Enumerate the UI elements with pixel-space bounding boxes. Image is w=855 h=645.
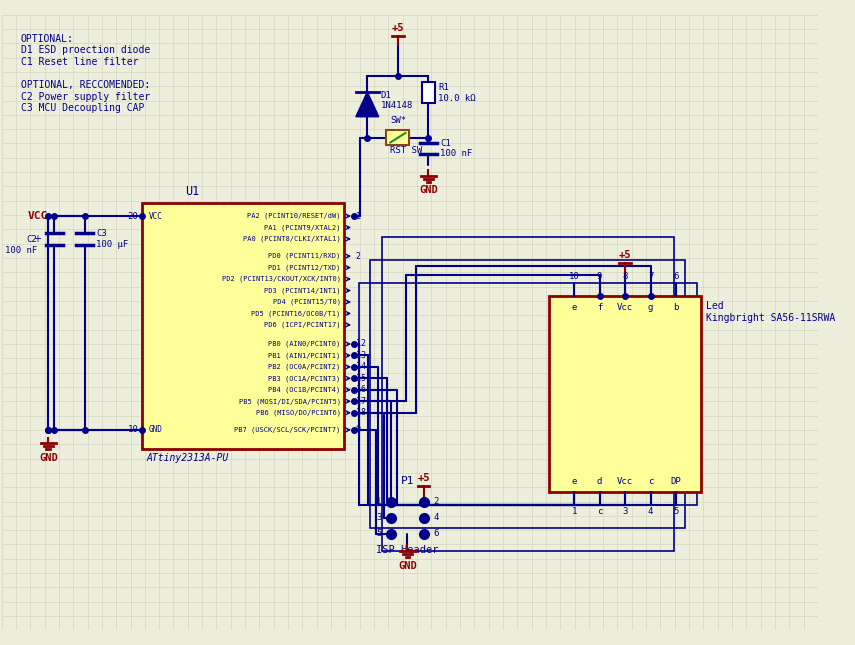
Text: D1
1N4148: D1 1N4148 <box>380 91 413 110</box>
Text: 16: 16 <box>356 385 366 394</box>
Text: g: g <box>648 303 653 312</box>
Text: PB7 (USCK/SCL/SCK/PCINT7): PB7 (USCK/SCL/SCK/PCINT7) <box>234 426 340 433</box>
Text: PA2 (PCINT10/RESET/dW): PA2 (PCINT10/RESET/dW) <box>247 213 340 219</box>
Text: PB2 (OC0A/PCINT2): PB2 (OC0A/PCINT2) <box>268 364 340 370</box>
Text: 10: 10 <box>569 272 580 281</box>
Bar <box>549 296 701 492</box>
Text: 9: 9 <box>597 272 602 281</box>
Text: +5: +5 <box>392 23 404 33</box>
Bar <box>381 237 674 551</box>
Bar <box>142 203 345 449</box>
Text: P1: P1 <box>401 476 414 486</box>
Bar <box>359 283 697 505</box>
Text: VCC: VCC <box>27 211 48 221</box>
Text: RST SW: RST SW <box>390 146 422 155</box>
Text: e: e <box>571 303 577 312</box>
Text: 18: 18 <box>356 408 366 417</box>
Text: 7: 7 <box>648 272 653 281</box>
Text: C1
100 nF: C1 100 nF <box>439 139 472 158</box>
Text: 3: 3 <box>622 507 628 516</box>
Text: C2
100 nF: C2 100 nF <box>4 235 37 255</box>
Text: 20: 20 <box>127 212 139 221</box>
Text: PB1 (AIN1/PCINT1): PB1 (AIN1/PCINT1) <box>268 352 340 359</box>
Text: GND: GND <box>419 186 438 195</box>
Text: PD3 (PCINT14/INT1): PD3 (PCINT14/INT1) <box>264 287 340 293</box>
Text: 2: 2 <box>356 252 361 261</box>
Text: U1: U1 <box>185 185 199 198</box>
Text: 12: 12 <box>356 339 366 348</box>
Text: 10: 10 <box>127 426 139 435</box>
Text: 2: 2 <box>433 497 439 506</box>
Text: PA1 (PCINT9/XTAL2): PA1 (PCINT9/XTAL2) <box>264 224 340 231</box>
Text: 17: 17 <box>356 397 366 406</box>
Text: 4: 4 <box>648 507 653 516</box>
Text: PD2 (PCINT13/CKOUT/XCK/INT0): PD2 (PCINT13/CKOUT/XCK/INT0) <box>221 276 340 283</box>
Text: Led
Kingbright SA56-11SRWA: Led Kingbright SA56-11SRWA <box>706 301 835 322</box>
Text: 4: 4 <box>433 513 439 522</box>
Bar <box>386 130 410 145</box>
Text: 6: 6 <box>674 272 679 281</box>
Text: OPTIONAL:
D1 ESD proection diode
C1 Reset line filter

OPTIONAL, RECCOMENDED:
C2: OPTIONAL: D1 ESD proection diode C1 Rese… <box>21 34 150 114</box>
Text: 8: 8 <box>622 272 628 281</box>
Text: c: c <box>597 507 602 516</box>
Text: +: + <box>32 234 41 244</box>
Polygon shape <box>356 92 379 117</box>
Bar <box>422 83 435 103</box>
Text: 9: 9 <box>356 426 361 435</box>
Text: PD0 (PCINT11/RXD): PD0 (PCINT11/RXD) <box>268 253 340 259</box>
Text: ISP Header: ISP Header <box>376 546 439 555</box>
Text: +5: +5 <box>417 473 430 483</box>
Text: PB5 (MOSI/DI/SDA/PCINT5): PB5 (MOSI/DI/SDA/PCINT5) <box>239 398 340 404</box>
Text: 1: 1 <box>356 212 361 221</box>
Text: VCC: VCC <box>149 212 162 221</box>
Text: 5: 5 <box>674 507 679 516</box>
Text: PB3 (OC1A/PCINT3): PB3 (OC1A/PCINT3) <box>268 375 340 382</box>
Text: PB4 (OC1B/PCINT4): PB4 (OC1B/PCINT4) <box>268 386 340 393</box>
Bar <box>370 260 685 528</box>
Text: PD5 (PCINT16/OC0B/T1): PD5 (PCINT16/OC0B/T1) <box>251 310 340 317</box>
Text: 15: 15 <box>356 374 366 383</box>
Text: 13: 13 <box>356 351 366 360</box>
Text: +5: +5 <box>619 250 631 260</box>
Text: GND: GND <box>39 453 58 463</box>
Text: GND: GND <box>398 561 416 571</box>
Text: Vcc: Vcc <box>617 477 634 486</box>
Text: PB6 (MISO/DO/PCINT6): PB6 (MISO/DO/PCINT6) <box>256 410 340 416</box>
Text: R1
10.0 kΩ: R1 10.0 kΩ <box>438 83 475 103</box>
Text: c: c <box>648 477 653 486</box>
Text: Vcc: Vcc <box>617 303 634 312</box>
Text: GND: GND <box>149 426 162 435</box>
Text: f: f <box>597 303 602 312</box>
Text: 14: 14 <box>356 362 366 372</box>
Text: SW*: SW* <box>390 116 406 125</box>
Text: 5: 5 <box>376 530 381 539</box>
Text: DP: DP <box>670 477 681 486</box>
Text: PB0 (AIN0/PCINT0): PB0 (AIN0/PCINT0) <box>268 341 340 347</box>
Text: PD1 (PCINT12/TXD): PD1 (PCINT12/TXD) <box>268 264 340 271</box>
Text: b: b <box>674 303 679 312</box>
Text: ATtiny2313A-PU: ATtiny2313A-PU <box>147 453 229 463</box>
Text: e: e <box>571 477 577 486</box>
Text: d: d <box>597 477 602 486</box>
Text: PD6 (ICPI/PCINT17): PD6 (ICPI/PCINT17) <box>264 322 340 328</box>
Text: 6: 6 <box>433 530 439 539</box>
Text: PD4 (PCINT15/T0): PD4 (PCINT15/T0) <box>273 299 340 305</box>
Text: 3: 3 <box>376 513 381 522</box>
Text: PA0 (PCINT8/CLKI/XTAL1): PA0 (PCINT8/CLKI/XTAL1) <box>243 235 340 243</box>
Text: C3
100 µF: C3 100 µF <box>96 229 128 249</box>
Text: 1: 1 <box>376 497 381 506</box>
Text: 1: 1 <box>571 507 577 516</box>
